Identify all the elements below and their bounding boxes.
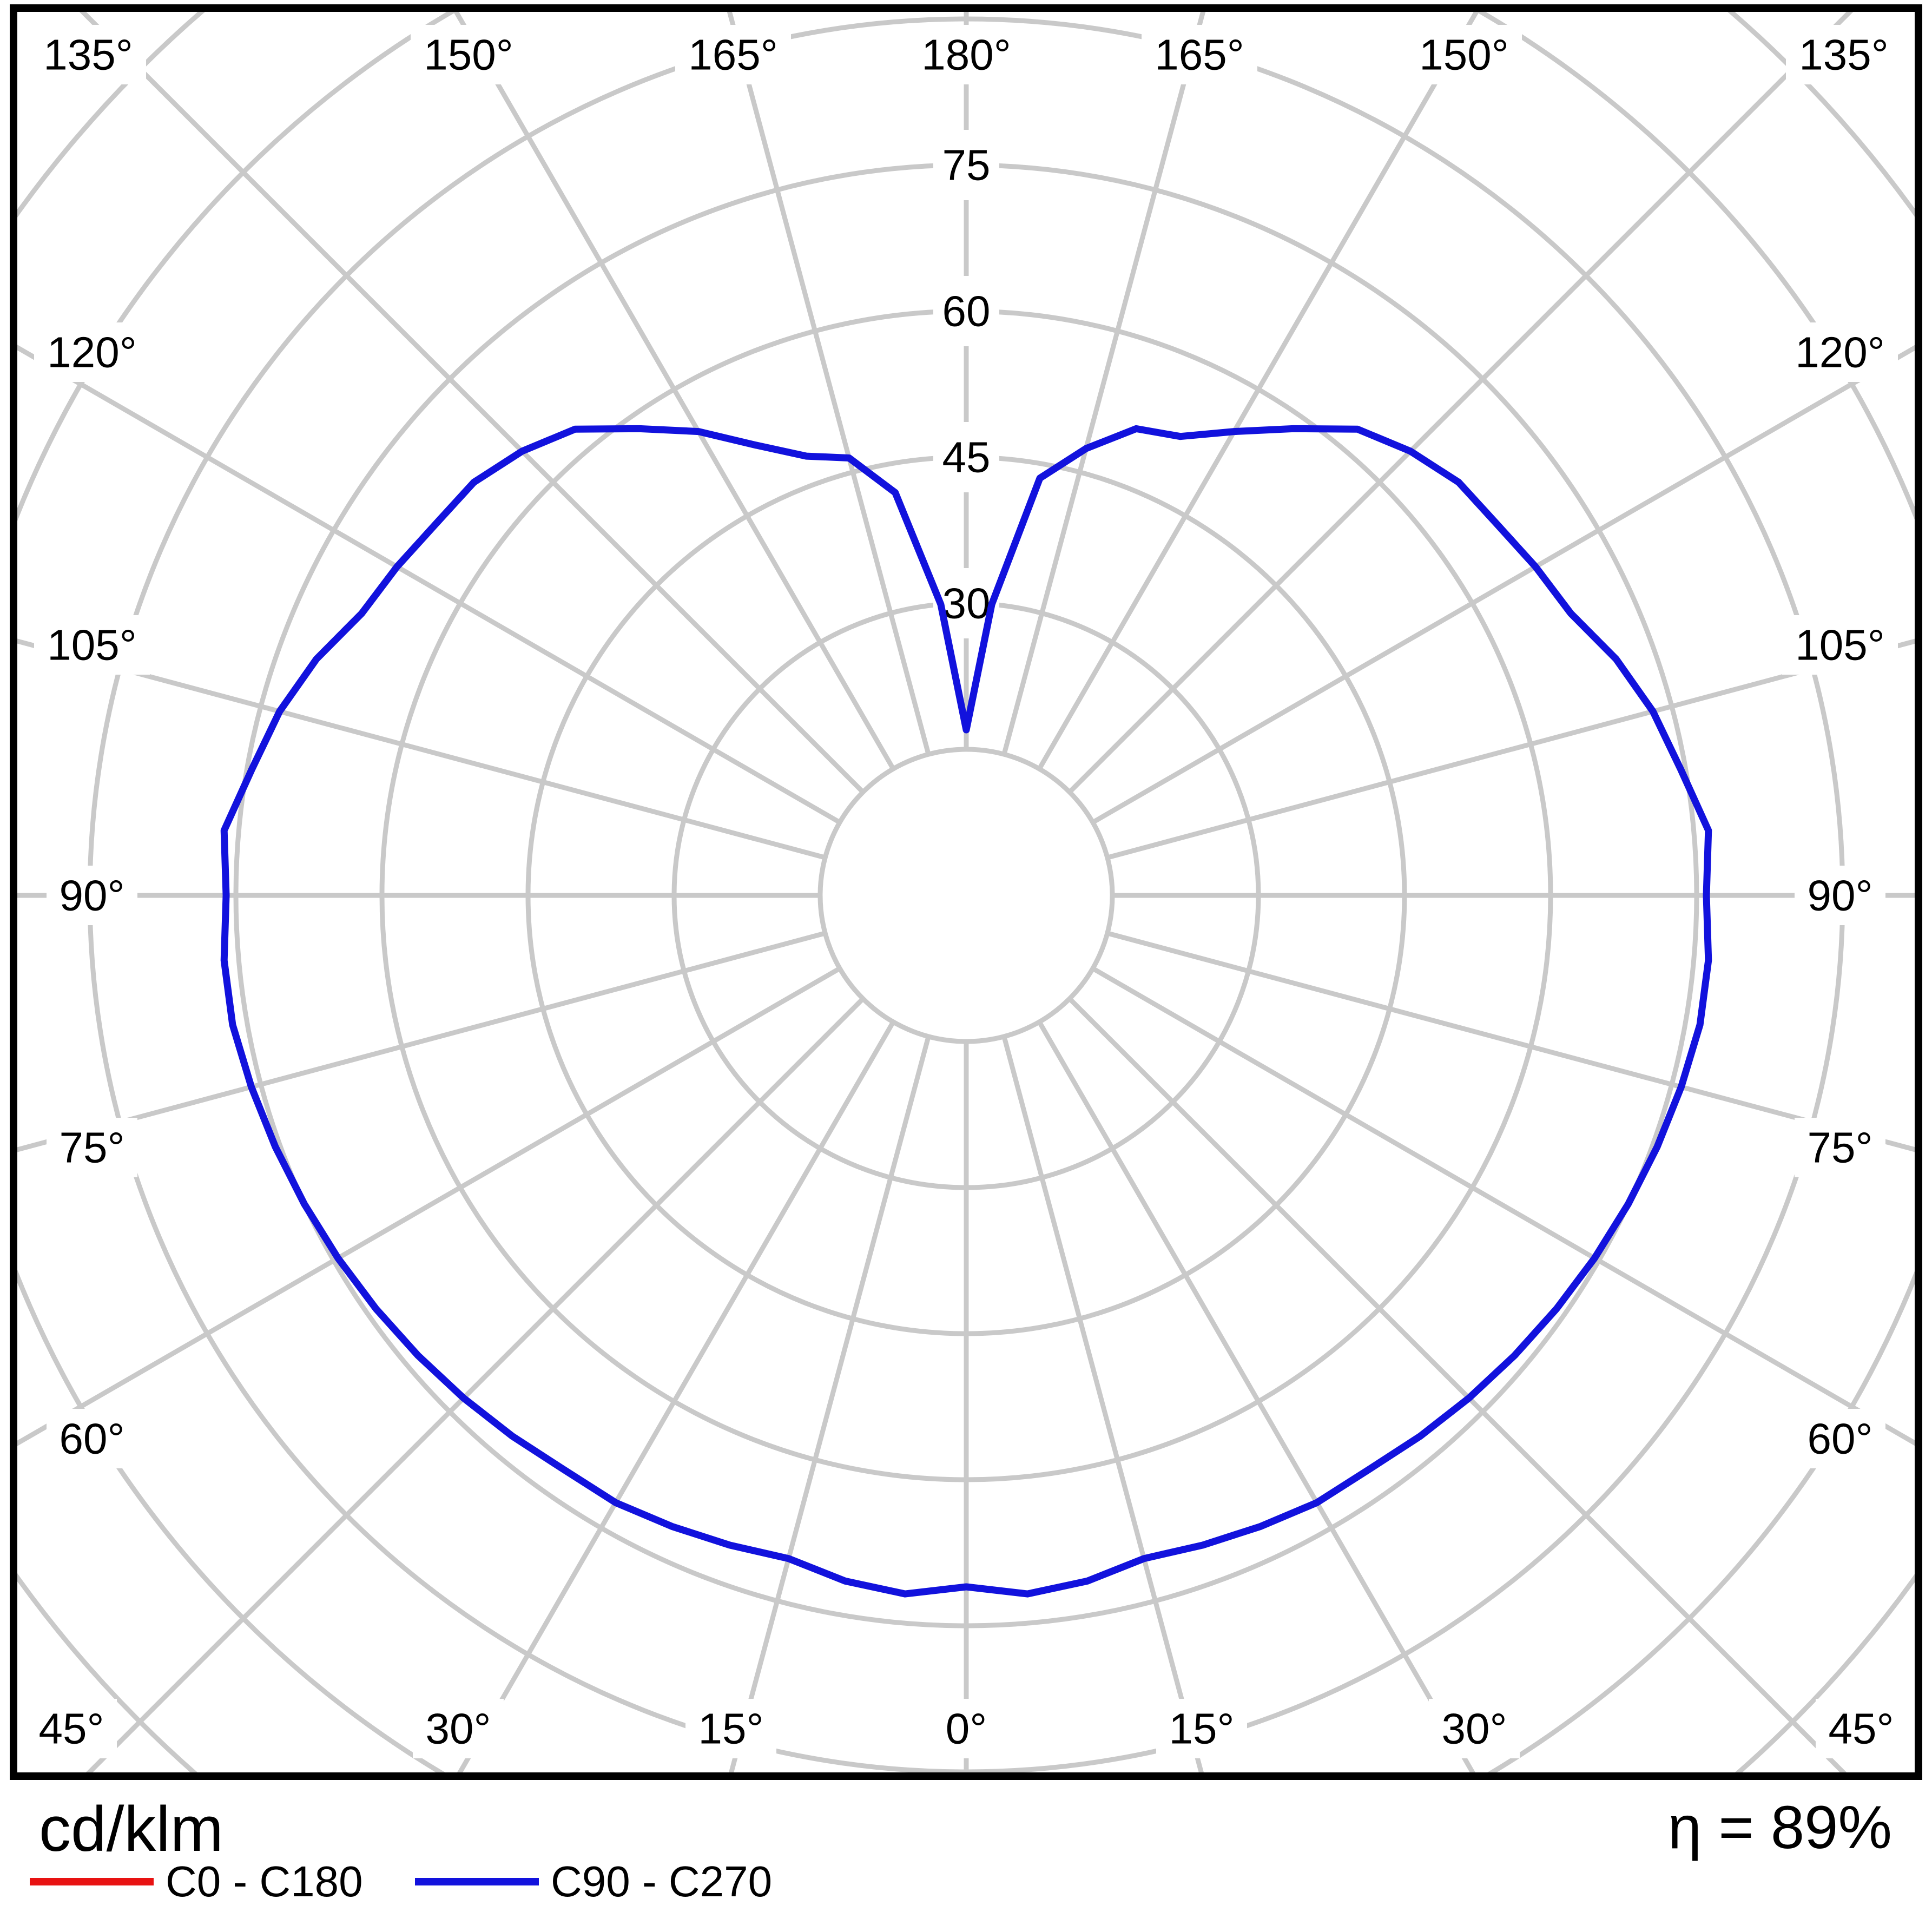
polar-grid-ray — [17, 931, 826, 1152]
angle-label-top: 150° — [1419, 31, 1508, 79]
angle-label-top-bg — [675, 25, 791, 84]
angle-label-top: 165° — [688, 31, 777, 79]
angle-label-top: 165° — [1155, 31, 1244, 79]
angle-label-top: 180° — [921, 31, 1011, 79]
polar-grid-ring — [817, 747, 1115, 1044]
angle-label-left: 105° — [47, 621, 136, 669]
angle-label-top: 135° — [1799, 31, 1888, 79]
polar-grid-ray — [453, 12, 895, 770]
angle-label-left: 75° — [60, 1124, 125, 1172]
angle-label-right: 60° — [1808, 1415, 1873, 1463]
angle-label-bottom-bg — [26, 1699, 117, 1758]
angle-label-top-bg — [1786, 25, 1902, 84]
angle-label-bottom: 0° — [946, 1705, 987, 1753]
polar-grid-ray — [85, 997, 865, 1772]
polar-grid-ray — [1067, 997, 1847, 1772]
angle-label-bottom-bg — [1816, 1699, 1907, 1758]
polar-grid-ray — [1106, 931, 1915, 1152]
angle-label-bottom: 30° — [426, 1705, 491, 1753]
legend-item-c0-c180: C0 - C180 — [30, 1856, 363, 1908]
radial-tick-label: 45 — [942, 433, 991, 482]
angle-label-left-bg — [47, 1118, 137, 1177]
angle-label-right-bg — [1782, 322, 1898, 382]
polar-grid-ray — [1091, 345, 1915, 825]
polar-frame — [10, 4, 1922, 1780]
angle-label-right-bg — [1795, 1118, 1885, 1177]
polar-grid-ray — [17, 345, 841, 825]
angle-label-top: 135° — [43, 31, 133, 79]
angle-label-bottom: 30° — [1442, 1705, 1507, 1753]
efficiency-label: η = 89% — [1667, 1793, 1892, 1861]
legend-label: C90 - C270 — [551, 1857, 773, 1905]
angle-label-left-bg — [34, 615, 150, 675]
angle-label-right-bg — [1795, 1409, 1885, 1468]
angle-label-bottom-bg — [1156, 1699, 1247, 1758]
polar-grid-ray — [17, 638, 826, 860]
radial-tick-label: 30 — [942, 579, 991, 628]
polar-grid-ray — [457, 1020, 895, 1772]
polar-grid-ray — [1091, 966, 1915, 1446]
polar-grid-labels: 135° 150° 165° 180° 165° 150° 135° 45° 30° 15° 0° 1… — [26, 25, 1907, 1758]
angle-label-bottom-bg — [413, 1699, 504, 1758]
unit-label: cd/klm — [39, 1793, 223, 1865]
angle-label-right: 120° — [1795, 328, 1884, 377]
radial-tick-label-bg — [933, 130, 999, 200]
legend-swatch-red-line — [30, 1878, 154, 1885]
polar-grid-ray — [1001, 12, 1206, 755]
angle-label-right-bg — [1795, 866, 1885, 925]
angle-label-top-bg — [1406, 25, 1522, 84]
angle-label-top-bg — [411, 25, 526, 84]
polar-grid-ray — [1106, 638, 1915, 860]
radial-tick-label-bg — [933, 276, 999, 346]
polar-grid-ray — [1037, 1020, 1476, 1772]
angle-label-bottom-bg — [685, 1699, 776, 1758]
legend-label: C0 - C180 — [166, 1857, 363, 1905]
angle-label-bottom: 15° — [698, 1705, 764, 1753]
angle-label-bottom-bg — [933, 1699, 999, 1758]
angle-label-left: 120° — [47, 328, 136, 377]
polar-grid-ray — [17, 966, 841, 1446]
angle-label-right: 105° — [1795, 621, 1884, 669]
legend-item-c90-c270: C90 - C270 — [415, 1856, 772, 1908]
angle-label-bottom: 15° — [1169, 1705, 1235, 1753]
angle-label-left-bg — [47, 866, 137, 925]
angle-label-left: 60° — [60, 1415, 125, 1463]
angle-label-right: 75° — [1808, 1124, 1873, 1172]
angle-label-top: 150° — [424, 31, 513, 79]
angle-label-bottom: 45° — [1829, 1705, 1894, 1753]
radial-tick-label: 60 — [942, 287, 991, 335]
radial-tick-label-bg — [933, 422, 999, 492]
angle-label-bottom-bg — [1429, 1699, 1520, 1758]
polar-grid-ray — [727, 12, 931, 755]
polar-grid-ray — [1037, 12, 1480, 770]
polar-grid-ray — [728, 1036, 931, 1772]
angle-label-left: 90° — [60, 872, 125, 920]
c90-c270-curve — [220, 425, 1712, 1598]
polar-grid-ray — [1001, 1036, 1204, 1772]
angle-label-top-bg — [1142, 25, 1257, 84]
legend-swatch-blue-line — [415, 1878, 539, 1885]
angle-label-right-bg — [1782, 615, 1898, 675]
radial-tick-label: 75 — [942, 141, 991, 189]
angle-label-bottom: 45° — [39, 1705, 104, 1753]
angle-label-left-bg — [47, 1409, 137, 1468]
angle-label-left-bg — [34, 322, 150, 382]
angle-label-top-bg — [908, 25, 1024, 84]
angle-label-right: 90° — [1808, 872, 1873, 920]
angle-label-top-bg — [30, 25, 146, 84]
